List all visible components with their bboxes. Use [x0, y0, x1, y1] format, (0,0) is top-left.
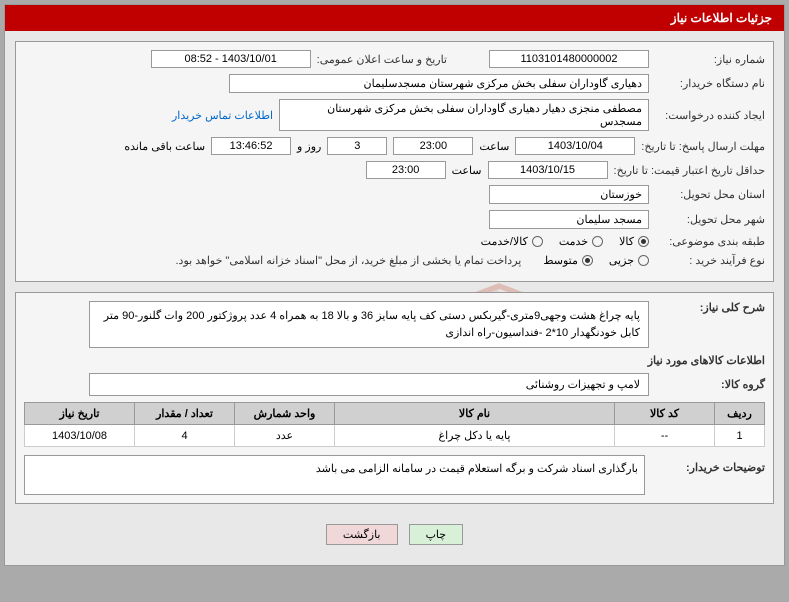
payment-note: پرداخت تمام یا بخشی از مبلغ خرید، از محل…	[176, 254, 522, 267]
table-row: 1 -- پایه یا دکل چراغ عدد 4 1403/10/08	[25, 425, 765, 447]
row-category: طبقه بندی موضوعی: کالا خدمت کالا/خدمت	[24, 235, 765, 248]
deadline-date: 1403/10/04	[515, 137, 635, 155]
deadline-time: 23:00	[393, 137, 473, 155]
radio-goods-icon	[638, 236, 649, 247]
content-area: ArlaTender.net شماره نیاز: 1103101480000…	[5, 31, 784, 565]
validity-date: 1403/10/15	[488, 161, 608, 179]
main-container: جزئیات اطلاعات نیاز ArlaTender.net شماره…	[4, 4, 785, 566]
radio-minor[interactable]: جزیی	[609, 254, 649, 267]
td-name: پایه یا دکل چراغ	[335, 425, 615, 447]
buyer-org-value: دهیاری گاوداران سفلی بخش مرکزی شهرستان م…	[229, 74, 649, 93]
group-label: گروه کالا:	[655, 378, 765, 391]
row-deadline: مهلت ارسال پاسخ: تا تاریخ: 1403/10/04 سا…	[24, 137, 765, 155]
radio-service[interactable]: خدمت	[559, 235, 603, 248]
button-row: چاپ بازگشت	[15, 514, 774, 555]
th-unit: واحد شمارش	[235, 403, 335, 425]
td-code: --	[615, 425, 715, 447]
page-header: جزئیات اطلاعات نیاز	[5, 5, 784, 31]
remaining-label: ساعت باقی مانده	[124, 140, 205, 153]
row-buyer-org: نام دستگاه خریدار: دهیاری گاوداران سفلی …	[24, 74, 765, 93]
goods-info-heading: اطلاعات کالاهای مورد نیاز	[24, 354, 765, 367]
summary-value: پایه چراغ هشت وجهی9متری-گیربکس دستی کف پ…	[89, 301, 649, 348]
requester-value: مصطفی منجزی دهیار دهیاری گاوداران سفلی ب…	[279, 99, 649, 131]
th-qty: تعداد / مقدار	[135, 403, 235, 425]
td-unit: عدد	[235, 425, 335, 447]
category-radio-group: کالا خدمت کالا/خدمت	[481, 235, 649, 248]
radio-both-icon	[532, 236, 543, 247]
radio-both[interactable]: کالا/خدمت	[481, 235, 543, 248]
time-label-2: ساعت	[452, 164, 482, 177]
back-button[interactable]: بازگشت	[326, 524, 398, 545]
print-button[interactable]: چاپ	[409, 524, 464, 545]
row-group: گروه کالا: لامپ و تجهیزات روشنائی	[24, 373, 765, 396]
row-province: استان محل تحویل: خوزستان	[24, 185, 765, 204]
goods-table-container: ردیف کد کالا نام کالا واحد شمارش تعداد /…	[24, 402, 765, 447]
row-process: نوع فرآیند خرید : جزیی متوسط پرداخت تمام…	[24, 254, 765, 267]
days-value: 3	[327, 137, 387, 155]
announce-label: تاریخ و ساعت اعلان عمومی:	[317, 53, 447, 66]
radio-service-icon	[592, 236, 603, 247]
row-requester: ایجاد کننده درخواست: مصطفی منجزی دهیار د…	[24, 99, 765, 131]
basic-info-section: شماره نیاز: 1103101480000002 تاریخ و ساع…	[15, 41, 774, 282]
row-need-number: شماره نیاز: 1103101480000002 تاریخ و ساع…	[24, 50, 765, 68]
buyer-contact-link[interactable]: اطلاعات تماس خریدار	[172, 109, 273, 122]
days-label: روز و	[297, 140, 321, 153]
city-value: مسجد سلیمان	[489, 210, 649, 229]
deadline-label: مهلت ارسال پاسخ: تا تاریخ:	[641, 140, 765, 153]
table-header-row: ردیف کد کالا نام کالا واحد شمارش تعداد /…	[25, 403, 765, 425]
th-date: تاریخ نیاز	[25, 403, 135, 425]
buyer-org-label: نام دستگاه خریدار:	[655, 77, 765, 90]
th-code: کد کالا	[615, 403, 715, 425]
need-number-label: شماره نیاز:	[655, 53, 765, 66]
td-qty: 4	[135, 425, 235, 447]
radio-minor-icon	[638, 255, 649, 266]
row-summary: شرح کلی نیاز: پایه چراغ هشت وجهی9متری-گی…	[24, 301, 765, 348]
explain-text: بارگذاری اسناد شرکت و برگه استعلام قیمت …	[24, 455, 645, 495]
province-value: خوزستان	[489, 185, 649, 204]
row-city: شهر محل تحویل: مسجد سلیمان	[24, 210, 765, 229]
requester-label: ایجاد کننده درخواست:	[655, 109, 765, 122]
td-date: 1403/10/08	[25, 425, 135, 447]
page-title: جزئیات اطلاعات نیاز	[671, 11, 772, 25]
radio-minor-label: جزیی	[609, 254, 634, 267]
th-name: نام کالا	[335, 403, 615, 425]
city-label: شهر محل تحویل:	[655, 213, 765, 226]
goods-table: ردیف کد کالا نام کالا واحد شمارش تعداد /…	[24, 402, 765, 447]
row-explain: توضیحات خریدار: بارگذاری اسناد شرکت و بر…	[24, 455, 765, 495]
need-number-value: 1103101480000002	[489, 50, 649, 68]
radio-medium-icon	[582, 255, 593, 266]
category-label: طبقه بندی موضوعی:	[655, 235, 765, 248]
radio-goods[interactable]: کالا	[619, 235, 649, 248]
radio-service-label: خدمت	[559, 235, 588, 248]
time-label-1: ساعت	[479, 140, 509, 153]
td-row: 1	[715, 425, 765, 447]
th-row: ردیف	[715, 403, 765, 425]
validity-time: 23:00	[366, 161, 446, 179]
row-validity: حداقل تاریخ اعتبار قیمت: تا تاریخ: 1403/…	[24, 161, 765, 179]
countdown-value: 13:46:52	[211, 137, 291, 155]
details-section: شرح کلی نیاز: پایه چراغ هشت وجهی9متری-گی…	[15, 292, 774, 504]
radio-medium-label: متوسط	[543, 254, 578, 267]
radio-both-label: کالا/خدمت	[481, 235, 528, 248]
explain-label: توضیحات خریدار:	[655, 455, 765, 495]
province-label: استان محل تحویل:	[655, 188, 765, 201]
radio-goods-label: کالا	[619, 235, 634, 248]
process-label: نوع فرآیند خرید :	[655, 254, 765, 267]
announce-datetime: 1403/10/01 - 08:52	[151, 50, 311, 68]
radio-medium[interactable]: متوسط	[543, 254, 593, 267]
validity-label: حداقل تاریخ اعتبار قیمت: تا تاریخ:	[614, 164, 765, 177]
group-value: لامپ و تجهیزات روشنائی	[89, 373, 649, 396]
process-radio-group: جزیی متوسط	[543, 254, 649, 267]
summary-label: شرح کلی نیاز:	[655, 301, 765, 314]
